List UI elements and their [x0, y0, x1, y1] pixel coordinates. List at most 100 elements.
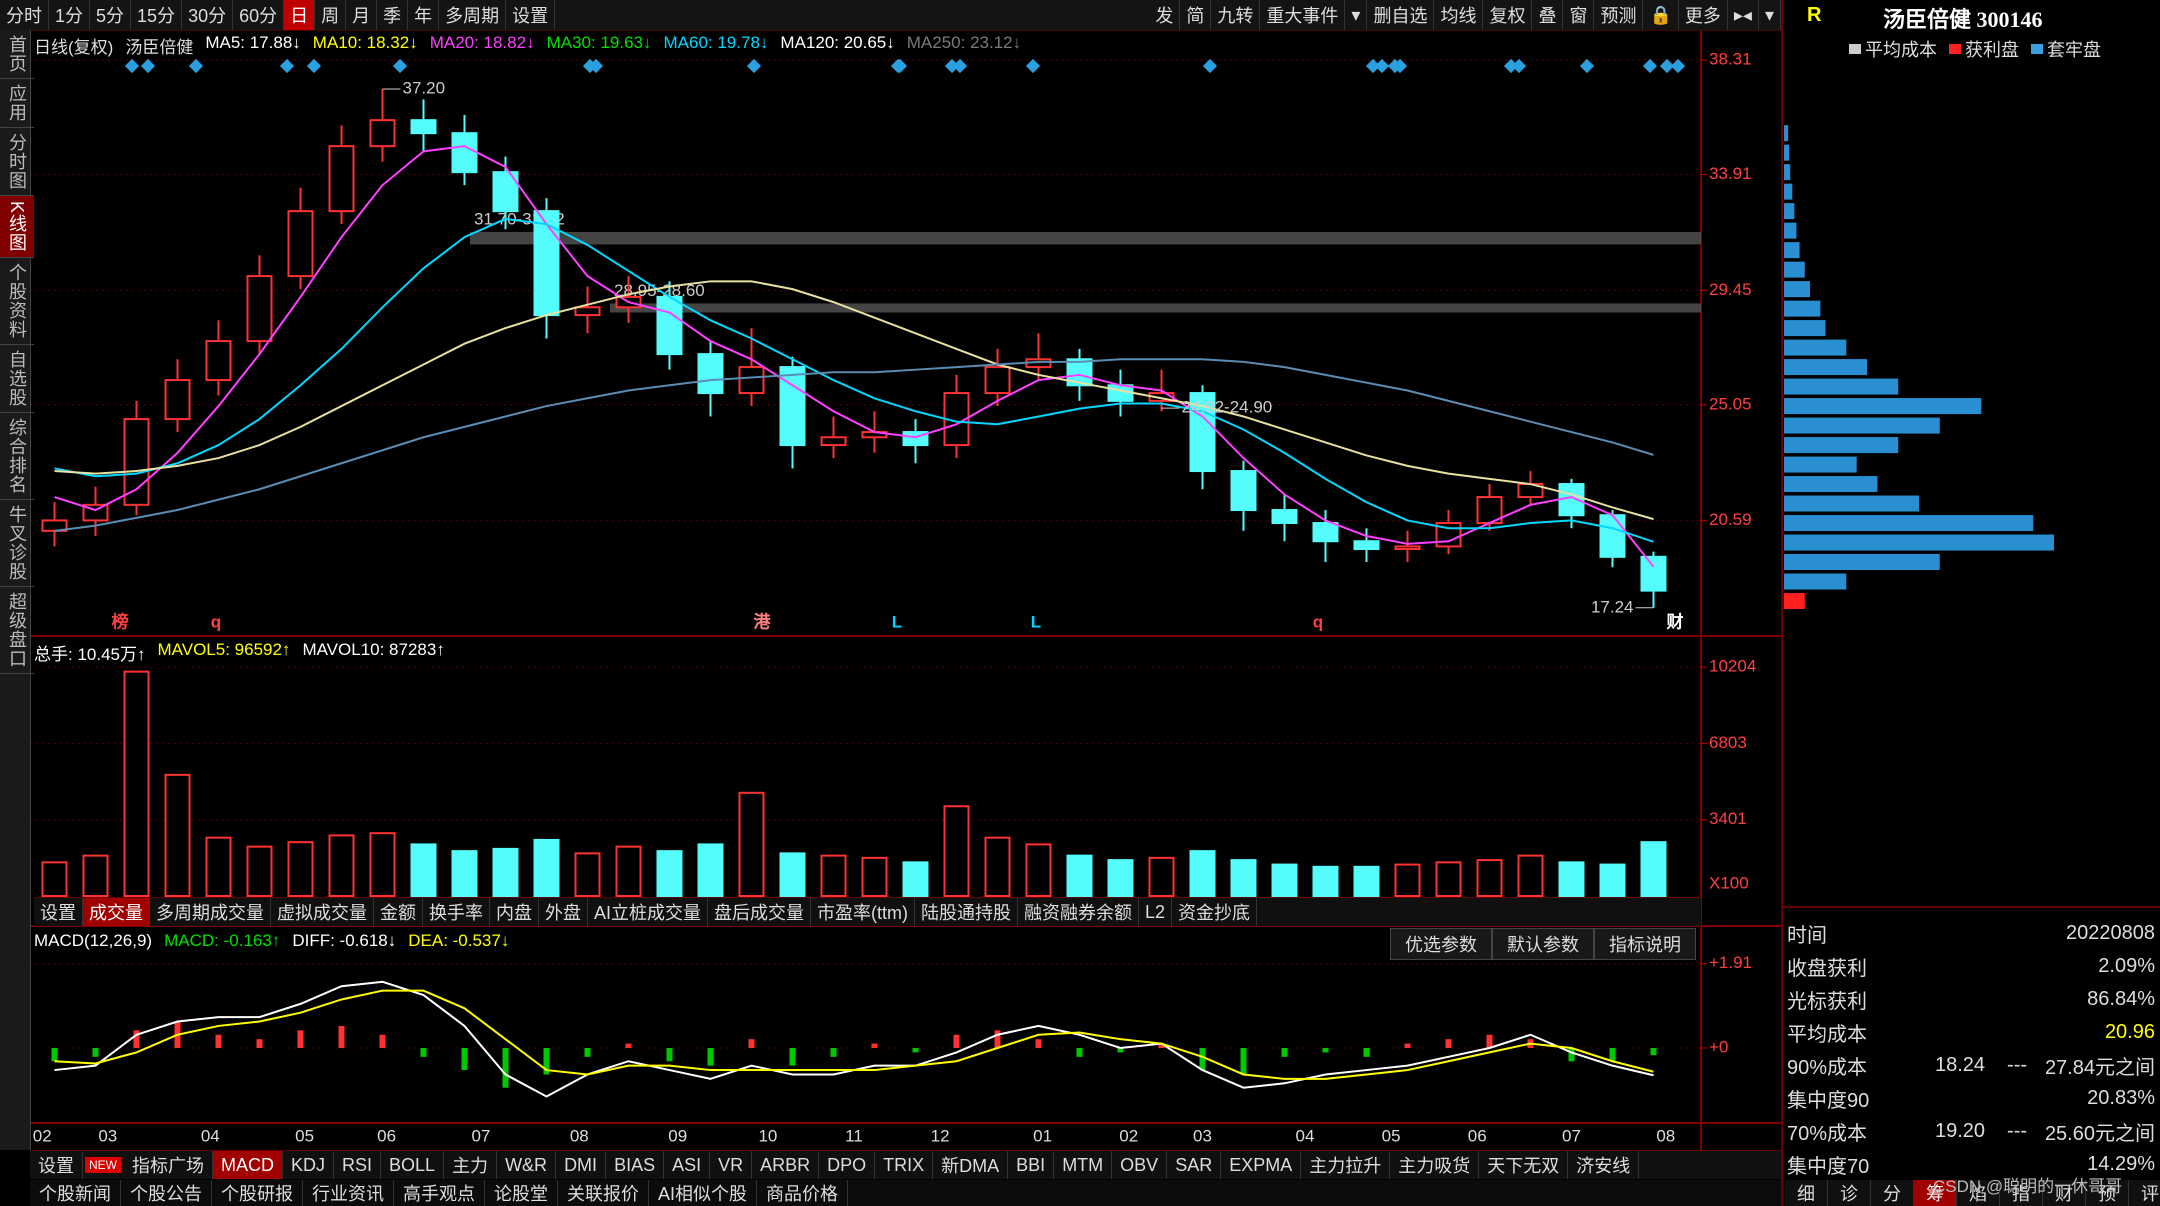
period-tab[interactable]: 月: [346, 0, 378, 30]
tool-button[interactable]: ▾: [1759, 0, 1781, 30]
side-tab[interactable]: 分时图: [0, 128, 34, 196]
news-tab[interactable]: 论股堂: [485, 1180, 558, 1206]
period-tab[interactable]: 设置: [506, 0, 556, 30]
indicator-tab[interactable]: 换手率: [423, 898, 490, 926]
panel-tab[interactable]: 财: [2043, 1180, 2086, 1206]
panel-tab[interactable]: 筹: [1914, 1180, 1957, 1206]
indicator-tab[interactable]: SAR: [1167, 1151, 1222, 1179]
indicator-tab[interactable]: TRIX: [875, 1151, 934, 1179]
indicator-tab[interactable]: 济安线: [1568, 1151, 1640, 1179]
period-tab[interactable]: 季: [377, 0, 409, 30]
side-tab[interactable]: K线图: [0, 196, 34, 259]
indicator-tab[interactable]: BOLL: [381, 1151, 445, 1179]
tool-button[interactable]: 🔒: [1643, 0, 1679, 30]
indicator-tab[interactable]: 陆股通持股: [915, 898, 1018, 926]
indicator-tab[interactable]: 资金抄底: [1172, 898, 1258, 926]
indicator-tab[interactable]: KDJ: [283, 1151, 335, 1179]
indicator-tab[interactable]: 市盈率(ttm): [811, 898, 915, 926]
side-tab[interactable]: 牛叉诊股: [0, 500, 34, 588]
tool-button[interactable]: 更多: [1679, 0, 1728, 30]
side-tab[interactable]: 应用: [0, 79, 34, 128]
news-tab[interactable]: 商品价格: [757, 1180, 849, 1206]
indicator-tab[interactable]: EXPMA: [1221, 1151, 1302, 1179]
news-tab[interactable]: 行业资讯: [303, 1180, 394, 1206]
indicator-tab[interactable]: 金额: [374, 898, 423, 926]
tool-button[interactable]: 发: [1149, 0, 1181, 30]
indicator-tab[interactable]: OBV: [1112, 1151, 1168, 1179]
indicator-tab[interactable]: ARBR: [752, 1151, 820, 1179]
tool-button[interactable]: 复权: [1483, 0, 1533, 30]
indicator-tab[interactable]: BIAS: [606, 1151, 665, 1179]
indicator-tab[interactable]: 设置: [30, 1151, 83, 1179]
indicator-tab[interactable]: ASI: [664, 1151, 711, 1179]
indicator-tab[interactable]: 指标广场: [124, 1151, 213, 1179]
indicator-tab[interactable]: 盘后成交量: [708, 898, 812, 926]
tool-button[interactable]: 预测: [1594, 0, 1644, 30]
panel-tab[interactable]: 诊: [1828, 1180, 1871, 1206]
indicator-tab[interactable]: 外盘: [539, 898, 588, 926]
indicator-tab[interactable]: 内盘: [490, 898, 539, 926]
indicator-tab[interactable]: VR: [710, 1151, 753, 1179]
tool-button[interactable]: 窗: [1563, 0, 1595, 30]
indicator-tab[interactable]: 设置: [34, 898, 83, 926]
indicator-tab[interactable]: DPO: [819, 1151, 876, 1179]
macd-button[interactable]: 指标说明: [1594, 928, 1696, 960]
period-tab[interactable]: 60分: [233, 0, 285, 30]
news-tab[interactable]: 个股研报: [212, 1180, 303, 1206]
side-tab[interactable]: 超级盘口: [0, 587, 34, 675]
side-tab[interactable]: 自选股: [0, 345, 34, 414]
indicator-tab[interactable]: 成交量: [83, 898, 150, 926]
period-tab[interactable]: 日: [284, 0, 316, 30]
tool-button[interactable]: 简: [1180, 0, 1212, 30]
period-tab[interactable]: 周: [315, 0, 347, 30]
indicator-tab[interactable]: 多周期成交量: [150, 898, 271, 926]
news-tab[interactable]: 高手观点: [394, 1180, 485, 1206]
indicator-tab[interactable]: AI立桩成交量: [588, 898, 709, 926]
tool-button[interactable]: 删自选: [1367, 0, 1435, 30]
panel-tab[interactable]: 细: [1785, 1180, 1828, 1206]
period-tab[interactable]: 分时: [0, 0, 49, 30]
indicator-tab[interactable]: NEW: [85, 1157, 122, 1173]
indicator-tab[interactable]: MACD: [213, 1151, 283, 1179]
indicator-tab[interactable]: 天下无双: [1479, 1151, 1569, 1179]
candle-body: [328, 145, 355, 213]
side-tab[interactable]: 个股资料: [0, 258, 34, 346]
indicator-tab[interactable]: W&R: [497, 1151, 557, 1179]
indicator-tab[interactable]: 主力: [444, 1151, 498, 1179]
side-tab[interactable]: 综合排名: [0, 413, 34, 501]
indicator-tab[interactable]: 虚拟成交量: [271, 898, 374, 926]
indicator-tab[interactable]: 融资融券余额: [1018, 898, 1139, 926]
macd-button[interactable]: 默认参数: [1492, 928, 1594, 960]
tool-button[interactable]: 叠: [1532, 0, 1564, 30]
indicator-tab[interactable]: DMI: [556, 1151, 607, 1179]
news-tab[interactable]: 个股公告: [121, 1180, 212, 1206]
period-tab[interactable]: 15分: [131, 0, 183, 30]
news-tab[interactable]: 个股新闻: [30, 1180, 121, 1206]
panel-tab[interactable]: 预: [2086, 1180, 2129, 1206]
side-tab[interactable]: 首页: [0, 30, 34, 79]
macd-button[interactable]: 优选参数: [1390, 928, 1492, 960]
period-tab[interactable]: 5分: [90, 0, 132, 30]
tool-button[interactable]: 重大事件: [1260, 0, 1346, 30]
news-tab[interactable]: 关联报价: [558, 1180, 649, 1206]
indicator-tab[interactable]: 主力拉升: [1301, 1151, 1391, 1179]
period-tab[interactable]: 30分: [182, 0, 234, 30]
indicator-tab[interactable]: L2: [1139, 898, 1173, 926]
panel-tab[interactable]: 评: [2129, 1180, 2160, 1206]
tool-button[interactable]: 九转: [1211, 0, 1261, 30]
indicator-tab[interactable]: BBI: [1008, 1151, 1055, 1179]
indicator-tab[interactable]: 新DMA: [933, 1151, 1009, 1179]
panel-tab[interactable]: 分: [1871, 1180, 1914, 1206]
tool-button[interactable]: ▾: [1345, 0, 1368, 30]
period-tab[interactable]: 年: [408, 0, 440, 30]
panel-tab[interactable]: 指: [2000, 1180, 2043, 1206]
news-tab[interactable]: AI相似个股: [649, 1180, 758, 1206]
tool-button[interactable]: ▸◂: [1728, 0, 1759, 30]
indicator-tab[interactable]: MTM: [1054, 1151, 1113, 1179]
indicator-tab[interactable]: RSI: [334, 1151, 382, 1179]
tool-button[interactable]: 均线: [1434, 0, 1484, 30]
indicator-tab[interactable]: 主力吸货: [1390, 1151, 1480, 1179]
panel-tab[interactable]: 焰: [1957, 1180, 2000, 1206]
period-tab[interactable]: 1分: [49, 0, 91, 30]
period-tab[interactable]: 多周期: [439, 0, 507, 30]
